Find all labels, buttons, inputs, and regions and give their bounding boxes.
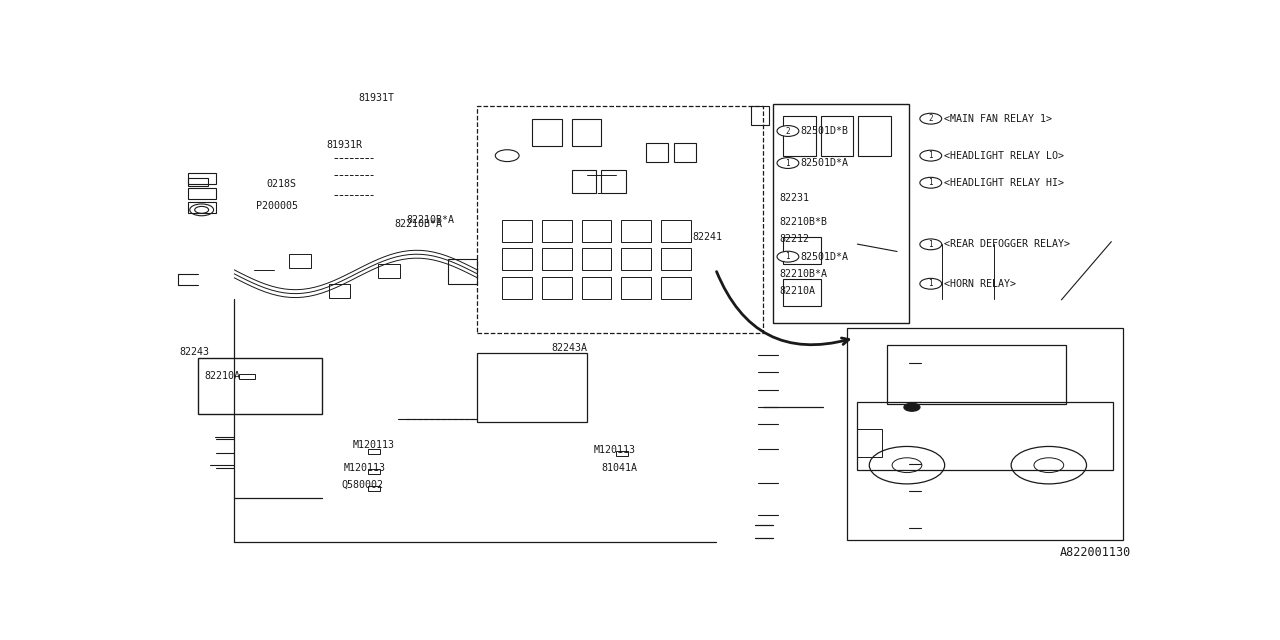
Text: M120113: M120113: [594, 445, 635, 455]
Text: M120113: M120113: [352, 440, 394, 451]
Text: 82501D*A: 82501D*A: [801, 252, 849, 262]
Bar: [581, 248, 612, 271]
Text: 1: 1: [928, 179, 933, 188]
Bar: [289, 254, 311, 268]
Text: <REAR DEFOGGER RELAY>: <REAR DEFOGGER RELAY>: [943, 239, 1070, 250]
Bar: [477, 353, 586, 422]
Circle shape: [920, 239, 942, 250]
Bar: [646, 143, 668, 162]
Bar: [581, 220, 612, 242]
Circle shape: [920, 278, 942, 289]
Circle shape: [777, 125, 799, 136]
Text: 82210B*A: 82210B*A: [406, 214, 454, 225]
Text: 82501D*B: 82501D*B: [801, 126, 849, 136]
Text: 82241: 82241: [692, 232, 723, 242]
Bar: [369, 468, 380, 474]
Text: 0218S: 0218S: [266, 179, 296, 189]
Bar: [572, 170, 596, 193]
Bar: [673, 143, 696, 162]
Bar: [188, 188, 215, 198]
Text: 1: 1: [786, 159, 790, 168]
Text: 82210B*A: 82210B*A: [394, 219, 442, 228]
Bar: [602, 170, 626, 193]
Bar: [532, 118, 562, 146]
Text: 82210B*B: 82210B*B: [780, 217, 827, 227]
Bar: [477, 106, 763, 333]
Text: 82231: 82231: [780, 193, 809, 202]
Text: 2: 2: [928, 114, 933, 123]
Bar: [621, 248, 652, 271]
Bar: [773, 104, 909, 323]
Bar: [660, 277, 691, 299]
Bar: [369, 486, 380, 491]
Bar: [541, 277, 572, 299]
Bar: [448, 259, 477, 284]
Bar: [502, 277, 532, 299]
Text: 81931R: 81931R: [326, 140, 362, 150]
Circle shape: [777, 252, 799, 262]
Bar: [379, 264, 401, 278]
Circle shape: [904, 403, 920, 411]
Bar: [581, 277, 612, 299]
Circle shape: [920, 113, 942, 124]
Bar: [751, 106, 769, 125]
Text: 82243A: 82243A: [552, 343, 588, 353]
Bar: [858, 429, 882, 456]
Text: 1: 1: [928, 279, 933, 288]
Text: 82210A: 82210A: [205, 371, 241, 381]
Bar: [783, 279, 820, 306]
Bar: [847, 328, 1124, 540]
Bar: [239, 374, 255, 380]
Text: 82210A: 82210A: [780, 286, 815, 296]
Bar: [188, 173, 215, 184]
Text: 82501D*A: 82501D*A: [801, 158, 849, 168]
Text: P200005: P200005: [256, 202, 298, 211]
Circle shape: [777, 157, 799, 168]
Bar: [783, 237, 820, 264]
Text: Q580002: Q580002: [342, 480, 384, 490]
Bar: [783, 116, 815, 156]
Bar: [541, 220, 572, 242]
Bar: [188, 178, 207, 186]
Text: 81041A: 81041A: [602, 463, 637, 473]
Text: 1: 1: [928, 240, 933, 249]
Bar: [887, 345, 1066, 404]
Text: 81931T: 81931T: [358, 93, 394, 103]
Bar: [502, 220, 532, 242]
Bar: [660, 248, 691, 271]
Bar: [858, 403, 1114, 470]
Text: <MAIN FAN RELAY 1>: <MAIN FAN RELAY 1>: [943, 114, 1052, 124]
Bar: [621, 220, 652, 242]
Bar: [502, 248, 532, 271]
Text: <HORN RELAY>: <HORN RELAY>: [943, 279, 1016, 289]
Text: 1: 1: [786, 252, 790, 261]
Circle shape: [920, 150, 942, 161]
Bar: [541, 248, 572, 271]
Circle shape: [920, 177, 942, 188]
Bar: [197, 358, 321, 414]
Bar: [820, 116, 854, 156]
Bar: [621, 277, 652, 299]
Text: A822001130: A822001130: [1060, 546, 1132, 559]
Bar: [617, 451, 628, 456]
Text: 2: 2: [786, 127, 790, 136]
FancyArrowPatch shape: [717, 271, 849, 345]
Bar: [572, 118, 602, 146]
Bar: [329, 284, 351, 298]
Text: 82210B*A: 82210B*A: [780, 269, 827, 279]
Text: <HEADLIGHT RELAY HI>: <HEADLIGHT RELAY HI>: [943, 178, 1064, 188]
Bar: [369, 449, 380, 454]
Text: <HEADLIGHT RELAY LO>: <HEADLIGHT RELAY LO>: [943, 150, 1064, 161]
Text: 1: 1: [928, 151, 933, 160]
Text: 82243: 82243: [179, 347, 210, 356]
Bar: [188, 202, 215, 213]
Bar: [859, 116, 891, 156]
Text: M120113: M120113: [343, 463, 385, 472]
Bar: [660, 220, 691, 242]
Text: 82212: 82212: [780, 234, 809, 244]
